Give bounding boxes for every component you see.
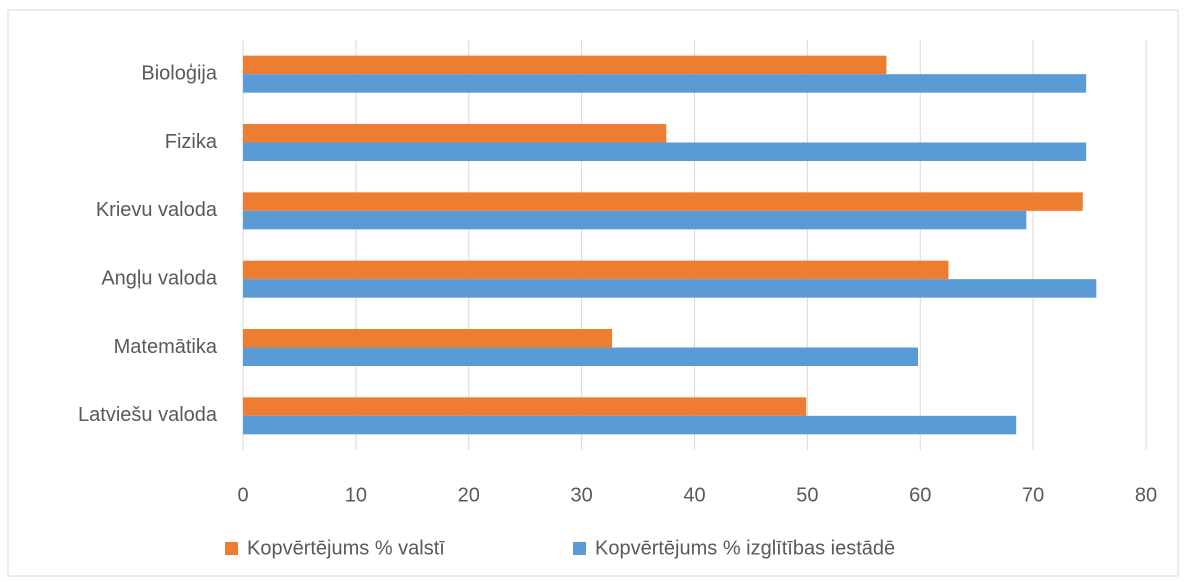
- y-tick-label: Krievu valoda: [96, 199, 218, 221]
- x-tick-label: 40: [683, 484, 705, 506]
- x-tick-label: 30: [571, 484, 593, 506]
- y-tick-label: Bioloģija: [141, 62, 217, 84]
- x-tick-label: 20: [458, 484, 480, 506]
- bar: [243, 55, 887, 75]
- bar: [243, 260, 949, 280]
- legend-label: Kopvērtējums % izglītības iestādē: [595, 537, 895, 559]
- bar: [243, 279, 1097, 298]
- bar: [243, 347, 918, 366]
- x-tick-label: 50: [796, 484, 818, 506]
- legend-label: Kopvērtējums % valstī: [247, 537, 445, 559]
- x-tick-label: 60: [909, 484, 931, 506]
- bar: [243, 142, 1087, 161]
- y-tick-label: Matemātika: [114, 336, 218, 358]
- x-tick-label: 10: [345, 484, 367, 506]
- y-tick-label: Fizika: [165, 131, 218, 153]
- y-tick-label: Angļu valoda: [101, 267, 218, 289]
- bar: [243, 192, 1083, 211]
- y-tick-label: Latviešu valoda: [78, 404, 218, 426]
- legend-swatch: [573, 542, 586, 555]
- bar: [243, 210, 1027, 230]
- x-tick-label: 80: [1135, 484, 1157, 506]
- bar: [243, 415, 1017, 435]
- bar: [243, 74, 1087, 93]
- x-tick-label: 0: [237, 484, 248, 506]
- bar: [243, 124, 667, 143]
- legend-swatch: [225, 542, 238, 555]
- bar: [243, 329, 613, 348]
- x-tick-label: 70: [1022, 484, 1044, 506]
- bar: [243, 397, 807, 416]
